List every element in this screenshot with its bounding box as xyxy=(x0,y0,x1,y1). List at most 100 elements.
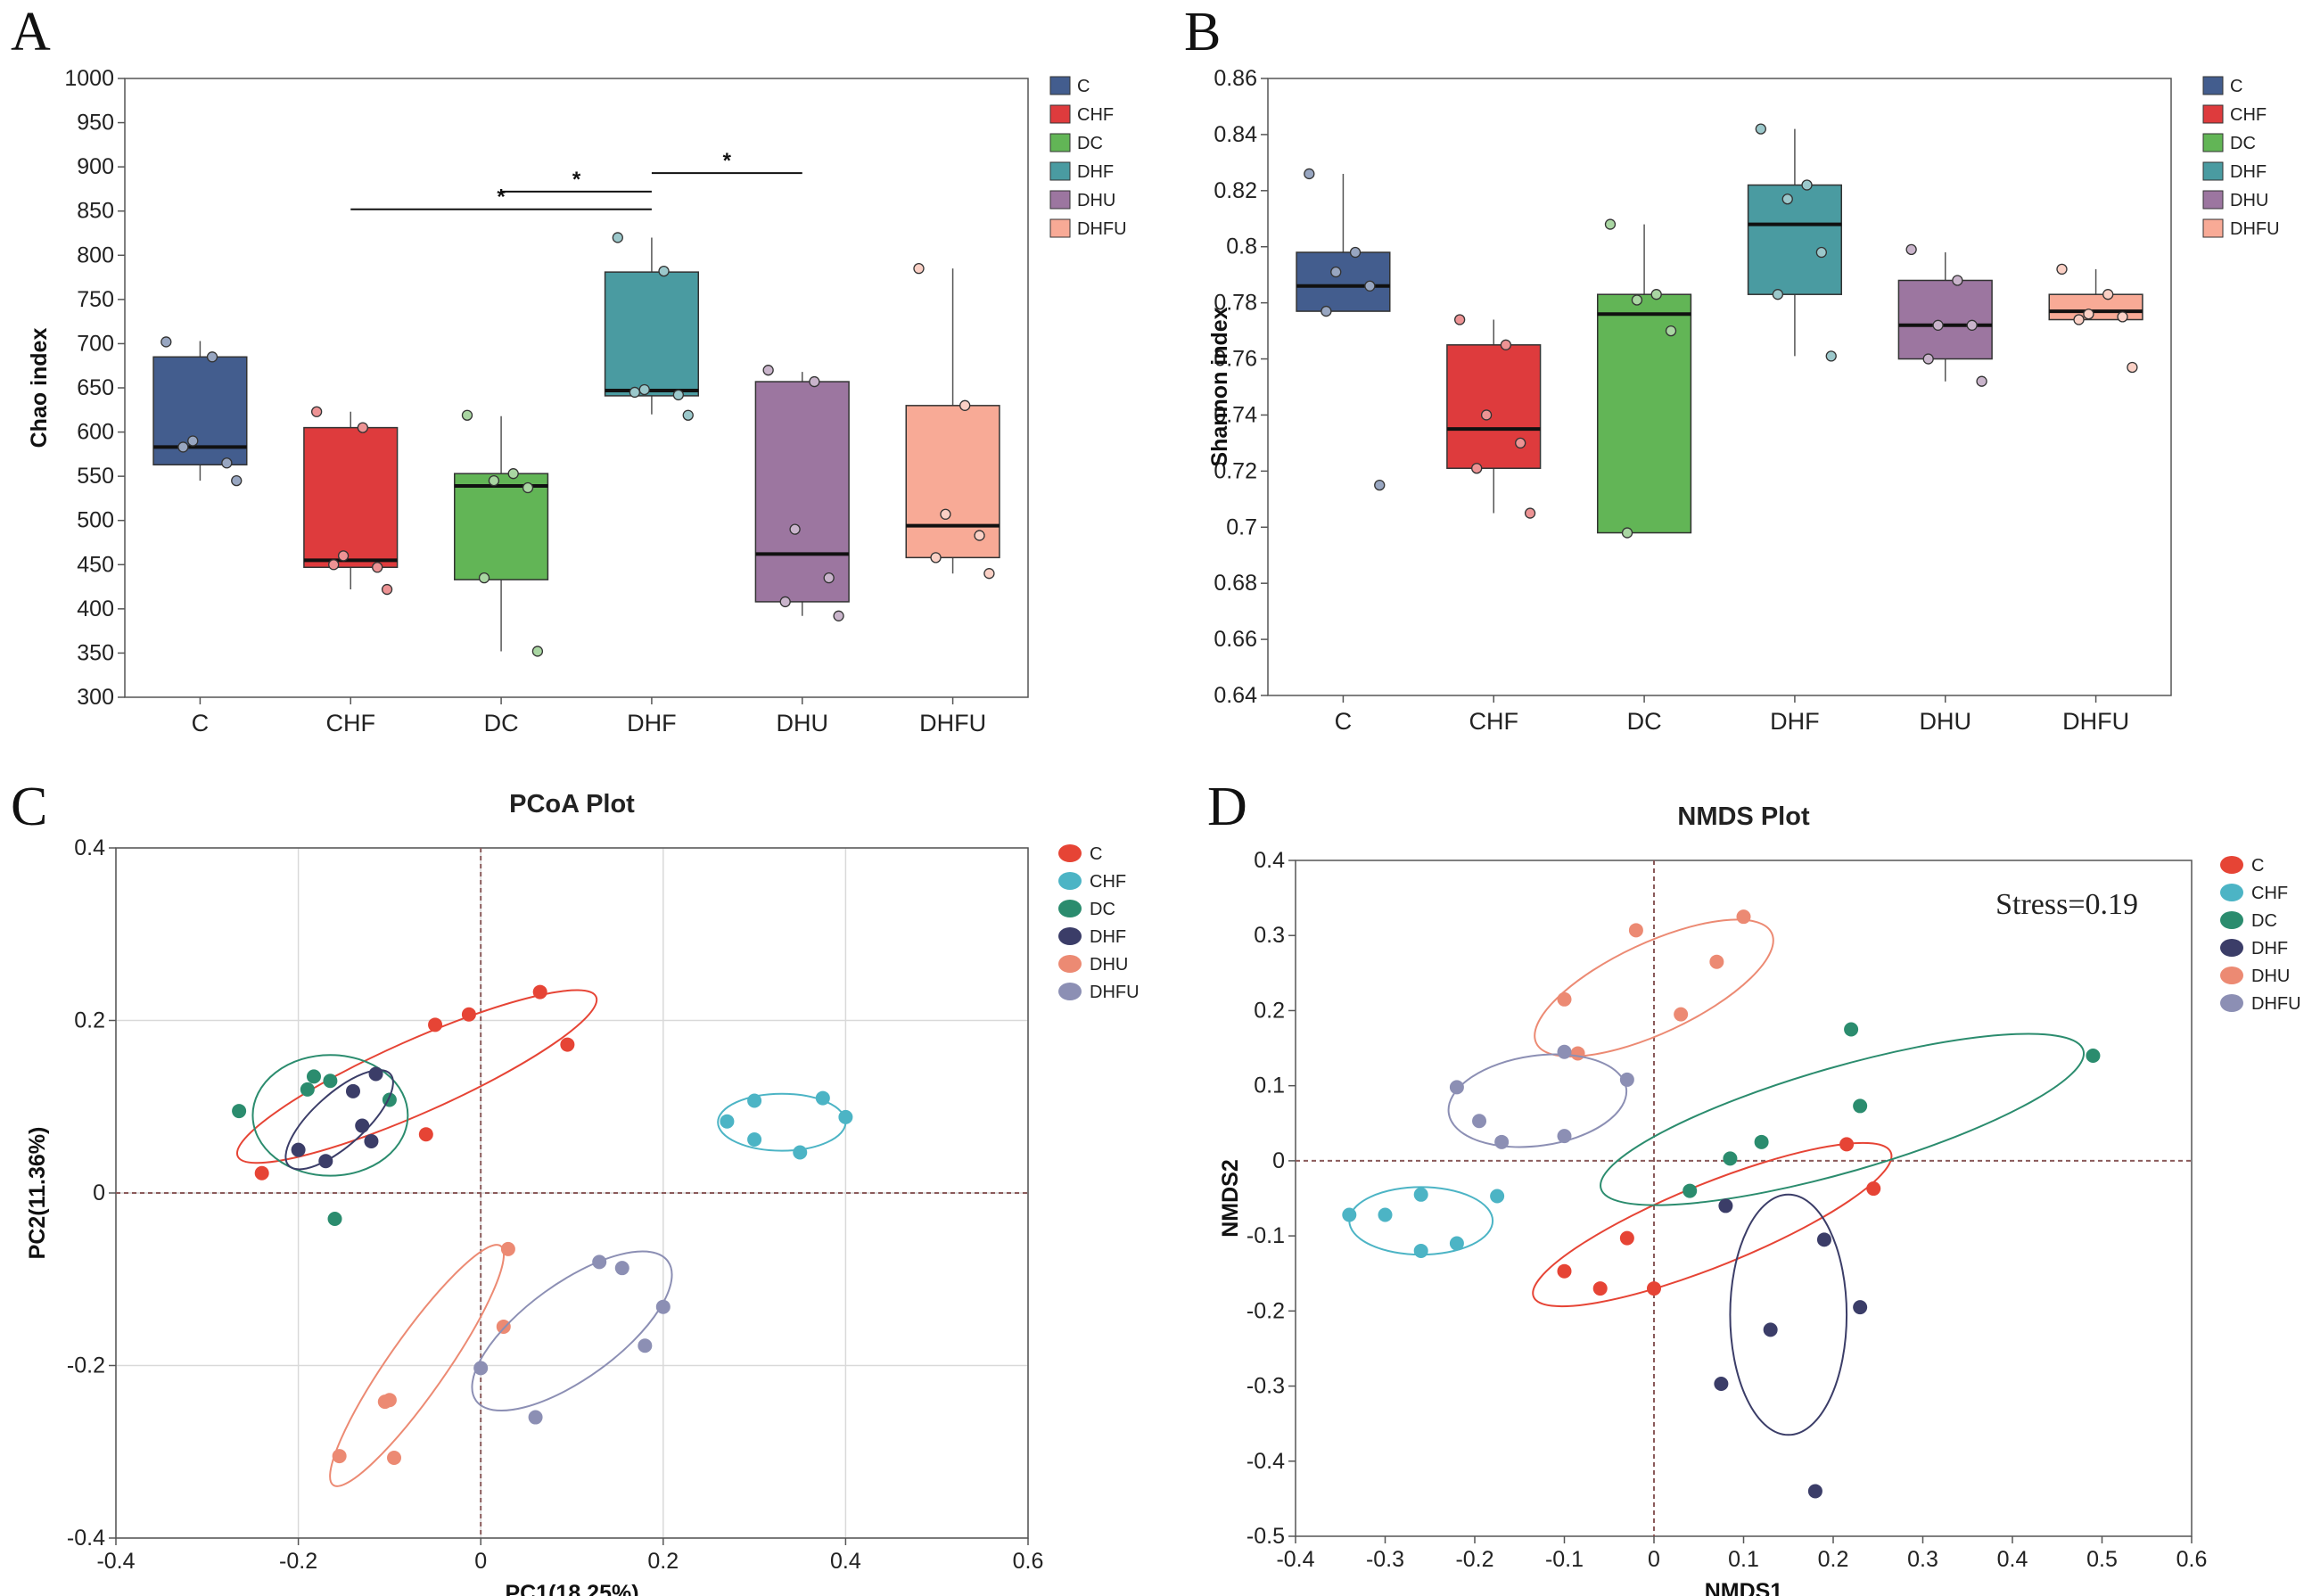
data-point xyxy=(809,375,820,388)
y-tick-label: 0.64 xyxy=(1214,683,1257,708)
legend-swatch xyxy=(2202,190,2224,210)
panel-a: A 300 350 400 450 500 550 600 650 700 750 800 850 900… xyxy=(0,0,1156,753)
x-tick-label: -0.2 xyxy=(1455,1547,1493,1572)
series-DHFU xyxy=(1447,1044,1634,1149)
box-DHF xyxy=(604,232,700,421)
data-point xyxy=(387,1451,402,1466)
data-point xyxy=(1801,179,1813,191)
data-point xyxy=(1449,1236,1464,1251)
x-axis-label: PC1(18.25%) xyxy=(505,1581,638,1596)
y-tick-label: 0.2 xyxy=(1254,998,1285,1023)
y-tick-label: 0.2 xyxy=(74,1008,105,1033)
data-point xyxy=(959,399,971,411)
y-tick-label: 0.1 xyxy=(1254,1074,1285,1098)
data-point xyxy=(187,435,199,447)
data-point xyxy=(560,1037,575,1052)
data-point xyxy=(1844,1022,1859,1037)
legend-label: DHFU xyxy=(2251,994,2301,1014)
legend-marker xyxy=(1058,844,1082,862)
data-point xyxy=(1453,314,1466,325)
box-C xyxy=(1296,168,1391,491)
x-tick-label: CHF xyxy=(1469,708,1519,735)
chao-index-boxplot: A 300 350 400 450 500 550 600 650 700 750 800 850 900… xyxy=(11,2,1127,736)
x-tick-label: -0.4 xyxy=(1276,1547,1314,1572)
data-point xyxy=(762,365,774,376)
series-DC xyxy=(1600,1022,2101,1206)
data-point xyxy=(1378,1207,1393,1222)
legend-swatch xyxy=(1049,190,1071,210)
data-point xyxy=(507,468,519,480)
box-body xyxy=(1596,293,1692,534)
x-tick-label: 0.6 xyxy=(1013,1549,1044,1574)
legend-swatch xyxy=(1049,104,1071,124)
x-tick-label: -0.2 xyxy=(279,1549,317,1574)
y-tick-label: 0.68 xyxy=(1214,571,1257,596)
x-tick-label: DC xyxy=(1627,708,1662,735)
data-point xyxy=(1853,1300,1868,1315)
panel-letter: B xyxy=(1184,2,1221,62)
data-point xyxy=(500,1241,515,1256)
data-point xyxy=(345,1083,360,1098)
box-CHF xyxy=(303,406,399,596)
box-DC xyxy=(1596,218,1692,539)
data-point xyxy=(747,1132,762,1148)
data-point xyxy=(355,1118,370,1133)
data-point xyxy=(1515,437,1526,449)
legend-marker xyxy=(2220,856,2243,874)
data-point xyxy=(2117,311,2128,323)
box-body xyxy=(1446,344,1542,469)
data-point xyxy=(1330,266,1342,278)
data-point xyxy=(428,1017,443,1032)
y-axis-label: PC2(11.36%) xyxy=(25,1127,50,1260)
data-point xyxy=(2083,309,2094,320)
y-tick-label: 400 xyxy=(77,596,114,621)
data-point xyxy=(473,1361,489,1376)
legend-swatch xyxy=(2202,76,2224,95)
data-point xyxy=(638,1338,653,1353)
box-body xyxy=(1747,184,1843,295)
data-point xyxy=(1763,1322,1778,1337)
data-point xyxy=(913,263,925,275)
y-tick-label: 0 xyxy=(1272,1148,1285,1173)
data-point xyxy=(381,583,393,596)
y-tick-label: -0.2 xyxy=(67,1353,105,1378)
data-point xyxy=(658,265,670,277)
data-point xyxy=(1952,275,1963,286)
data-point xyxy=(1755,123,1766,135)
data-point xyxy=(1932,319,1944,331)
box-DC xyxy=(453,409,549,657)
data-point xyxy=(789,523,801,535)
confidence-ellipse xyxy=(471,1250,673,1412)
data-point xyxy=(478,572,490,584)
y-tick-label: 0.3 xyxy=(1254,923,1285,948)
y-tick-label: 0.7 xyxy=(1226,514,1257,539)
box-body xyxy=(453,473,549,580)
x-tick-label: 0.5 xyxy=(2086,1547,2118,1572)
data-point xyxy=(1866,1181,1881,1197)
data-point xyxy=(1922,353,1934,365)
x-tick-label: DC xyxy=(484,710,519,736)
box-body xyxy=(1296,251,1391,312)
data-point xyxy=(614,1261,629,1276)
confidence-ellipse xyxy=(1532,1141,1893,1308)
legend-label: CHF xyxy=(1077,105,1114,125)
x-tick-label: 0.4 xyxy=(1997,1547,2028,1572)
nmds-scatter-plot: D NMDS Plot -0.4 -0.3 -0.2 -0.1 0 0.1 0.2 0.3 0.4 0… xyxy=(1207,777,2301,1596)
data-point xyxy=(1619,1072,1634,1087)
data-point xyxy=(838,1109,853,1124)
data-point xyxy=(522,481,534,494)
x-tick-label: 0.3 xyxy=(1907,1547,1938,1572)
legend-swatch xyxy=(2202,218,2224,238)
panel-b: B 0.64 0.66 0.68 0.7 0.72 0.74 0.76 0.78 0.8 0.82 0… xyxy=(1156,0,2312,753)
legend-swatch xyxy=(2202,133,2224,152)
x-tick-label: 0.1 xyxy=(1728,1547,1759,1572)
y-tick-label: 550 xyxy=(77,464,114,489)
data-point xyxy=(672,389,685,401)
y-tick-label: 900 xyxy=(77,154,114,179)
y-tick-label: 0.66 xyxy=(1214,627,1257,652)
y-tick-label: 450 xyxy=(77,552,114,577)
data-point xyxy=(930,552,942,564)
y-tick-label: 300 xyxy=(77,685,114,710)
data-point xyxy=(1342,1207,1357,1222)
data-point xyxy=(815,1090,830,1106)
